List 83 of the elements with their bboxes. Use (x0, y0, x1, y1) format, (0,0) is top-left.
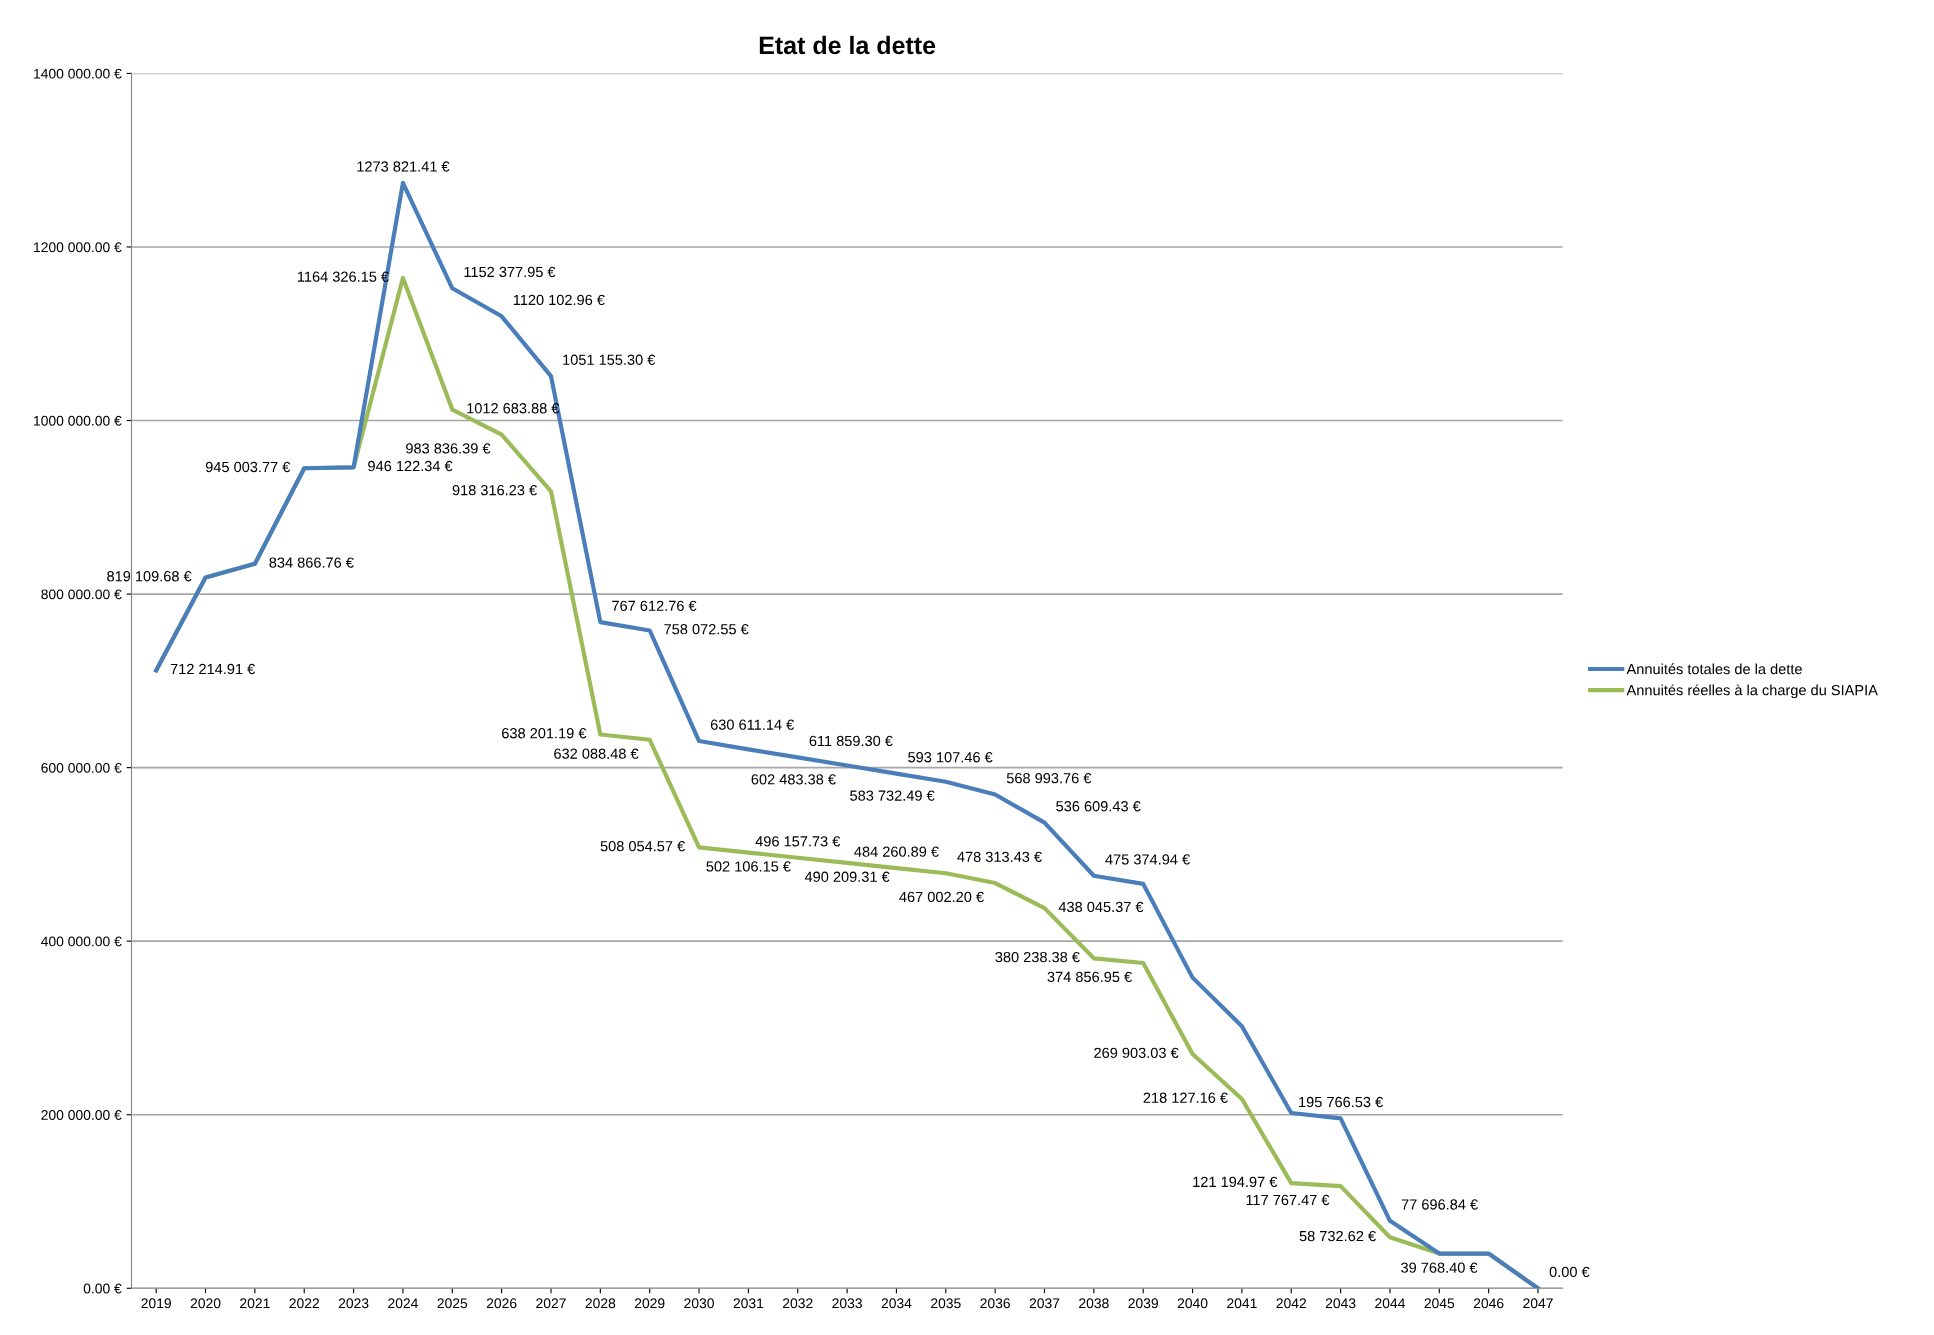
y-tick-label: 1000 000.00 € (34, 415, 122, 426)
x-tick-label: 2047 (1523, 1298, 1553, 1309)
data-label: 767 612.76 € (612, 600, 697, 611)
data-label: 269 903.03 € (1094, 1047, 1179, 1058)
data-label: 475 374.94 € (1105, 854, 1190, 865)
data-label: 195 766.53 € (1299, 1096, 1383, 1108)
x-tick-label: 2027 (536, 1298, 566, 1309)
data-label: 983 836.39 € (406, 443, 491, 454)
x-tick-label: 2020 (190, 1298, 221, 1309)
data-label: 374 856.95 € (1047, 971, 1132, 983)
x-tick-label: 2019 (141, 1298, 171, 1309)
y-tick-label: 200 000.00 € (41, 1110, 122, 1120)
x-tick-label: 2030 (684, 1298, 714, 1309)
x-tick-label: 2042 (1276, 1298, 1306, 1309)
y-tick-label: 1200 000.00 € (34, 242, 122, 253)
data-label: 502 106.15 € (706, 861, 791, 872)
data-label: 602 483.38 € (751, 774, 836, 785)
data-label: 1152 377.95 € (464, 266, 556, 278)
y-tick-label: 600 000.00 € (41, 762, 122, 773)
data-label: 946 122.34 € (368, 460, 453, 472)
x-tick-label: 2038 (1079, 1298, 1109, 1309)
data-label: 117 767.47 € (1246, 1194, 1330, 1206)
x-tick-label: 2033 (832, 1298, 862, 1309)
data-label: 1120 102.96 € (513, 294, 605, 306)
y-tick-label: 0.00 € (83, 1283, 122, 1294)
data-label: 712 214.91 € (170, 663, 256, 675)
x-tick-label: 2021 (240, 1298, 270, 1309)
x-tick-label: 2036 (980, 1298, 1010, 1309)
x-tick-label: 2040 (1177, 1298, 1208, 1309)
x-tick-label: 2034 (881, 1298, 912, 1309)
data-label: 438 045.37 € (1058, 901, 1144, 913)
data-label: 484 260.89 € (854, 846, 939, 857)
x-tick-label: 2037 (1029, 1298, 1060, 1309)
x-tick-label: 2024 (388, 1298, 418, 1309)
data-label: 496 157.73 € (755, 836, 841, 847)
y-tick-label: 800 000.00 € (41, 589, 122, 600)
x-tick-label: 2035 (931, 1298, 961, 1309)
x-tick-label: 2041 (1227, 1298, 1257, 1309)
data-label: 1273 821.41 € (357, 161, 450, 172)
data-label: 1051 155.30 € (563, 354, 656, 365)
data-label: 121 194.97 € (1193, 1176, 1278, 1188)
data-label: 0.00 € (1549, 1266, 1590, 1278)
data-label: 632 088.48 € (554, 748, 639, 759)
data-label: 638 201.19 € (502, 728, 587, 739)
x-tick-label: 2032 (782, 1298, 813, 1309)
x-tick-label: 2046 (1473, 1298, 1504, 1309)
data-label: 918 316.23 € (452, 484, 537, 496)
x-tick-label: 2044 (1375, 1298, 1405, 1309)
data-label: 611 859.30 € (809, 735, 893, 747)
x-tick-label: 2045 (1424, 1298, 1455, 1309)
data-label: 478 313.43 € (957, 851, 1042, 862)
data-label: 593 107.46 € (908, 752, 993, 763)
x-tick-label: 2022 (289, 1298, 319, 1309)
data-label: 630 611.14 € (710, 719, 795, 730)
data-label: 536 609.43 € (1056, 801, 1141, 812)
legend-label: Annuités réelles à la charge du SIAPIA (1626, 684, 1878, 699)
data-label: 39 768.40 € (1401, 1262, 1478, 1273)
data-label: 77 696.84 € (1401, 1199, 1478, 1210)
data-label: 568 993.76 € (1006, 772, 1092, 784)
data-label: 218 127.16 € (1143, 1092, 1228, 1103)
chart-title: Etat de la dette (759, 35, 936, 55)
x-tick-label: 2029 (634, 1298, 665, 1309)
x-tick-label: 2023 (338, 1298, 369, 1309)
x-tick-label: 2028 (585, 1298, 616, 1309)
x-tick-label: 2026 (486, 1298, 517, 1309)
data-label: 583 732.49 € (850, 790, 935, 801)
data-label: 819 109.68 € (107, 571, 192, 582)
data-label: 508 054.57 € (600, 841, 685, 852)
y-tick-label: 400 000.00 € (41, 936, 122, 947)
legend-label: Annuités totales de la dette (1626, 663, 1802, 675)
data-label: 467 002.20 € (899, 891, 984, 903)
data-label: 758 072.55 € (664, 624, 749, 635)
data-label: 834 866.76 € (269, 557, 354, 568)
data-label: 58 732.62 € (1299, 1230, 1376, 1242)
x-tick-label: 2039 (1128, 1298, 1158, 1309)
x-tick-label: 2043 (1325, 1298, 1356, 1309)
y-tick-label: 1400 000.00 € (34, 68, 122, 79)
x-tick-label: 2025 (437, 1298, 468, 1309)
data-label: 1164 326.15 € (297, 271, 389, 282)
data-label: 945 003.77 € (205, 461, 291, 473)
data-label: 380 238.38 € (995, 951, 1080, 963)
data-label: 490 209.31 € (804, 871, 890, 882)
x-tick-label: 2031 (733, 1298, 764, 1309)
